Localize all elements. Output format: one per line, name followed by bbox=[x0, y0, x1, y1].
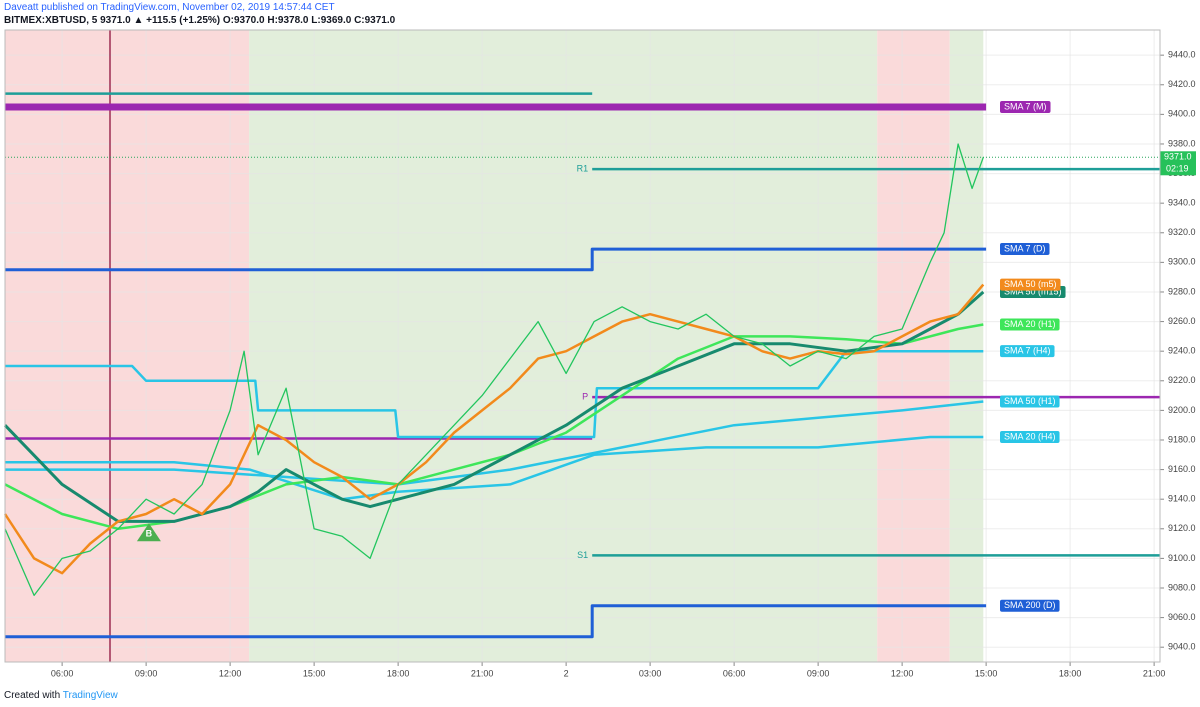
series-tag-text: SMA 7 (H4) bbox=[1004, 346, 1051, 356]
signal-marker bbox=[136, 523, 161, 542]
series-tag-box bbox=[1000, 318, 1060, 331]
y-tick-label: 9120.0 bbox=[1168, 523, 1196, 533]
y-tick-label: 9280.0 bbox=[1168, 286, 1196, 296]
x-tick-label: 03:00 bbox=[639, 668, 662, 678]
x-tick-label: 12:00 bbox=[891, 668, 914, 678]
footer-brand: TradingView bbox=[62, 690, 118, 701]
footer-prefix: Created with bbox=[4, 690, 61, 701]
session-zone bbox=[249, 30, 878, 662]
y-tick-label: 9200.0 bbox=[1168, 405, 1196, 415]
series-tag-box bbox=[1000, 278, 1061, 291]
x-tick-label: 2 bbox=[564, 668, 569, 678]
x-tick-label: 09:00 bbox=[807, 668, 830, 678]
signal-marker-text: B bbox=[146, 529, 153, 539]
series-line bbox=[3, 283, 985, 575]
x-tick-label: 18:00 bbox=[1059, 668, 1082, 678]
x-tick-label: 06:00 bbox=[51, 668, 74, 678]
series-tag: SMA 50 (m5) bbox=[1000, 278, 1061, 291]
symbol-line: BITMEX:XBTUSD, 5 9371.0 ▲ +115.5 (+1.25%… bbox=[4, 15, 396, 26]
series-tag-box bbox=[1000, 599, 1060, 612]
series-tag-box bbox=[1000, 100, 1051, 113]
series-tag-text: SMA 200 (D) bbox=[1004, 600, 1056, 610]
series-tag: SMA 7 (M) bbox=[1000, 100, 1051, 113]
y-tick-label: 9260.0 bbox=[1168, 316, 1196, 326]
x-tick-label: 18:00 bbox=[387, 668, 410, 678]
y-tick-label: 9440.0 bbox=[1168, 50, 1196, 60]
series-tag: SMA 50 (H1) bbox=[1000, 395, 1060, 408]
series-line bbox=[5, 400, 984, 486]
y-tick-label: 9140.0 bbox=[1168, 494, 1196, 504]
x-tick-label: 06:00 bbox=[723, 668, 746, 678]
y-tick-label: 9160.0 bbox=[1168, 464, 1196, 474]
series-tag-box bbox=[1000, 243, 1050, 256]
y-tick-label: 9400.0 bbox=[1168, 109, 1196, 119]
x-tick-label: 09:00 bbox=[135, 668, 158, 678]
x-tick-label: 21:00 bbox=[1143, 668, 1166, 678]
series-tag-text: SMA 20 (H1) bbox=[1004, 319, 1056, 329]
y-tick-label: 9300.0 bbox=[1168, 257, 1196, 267]
series-tag-text: SMA 50 (H1) bbox=[1004, 396, 1056, 406]
y-tick-label: 9100.0 bbox=[1168, 553, 1196, 563]
series-tag-box bbox=[1000, 345, 1055, 358]
y-tick-label: 9220.0 bbox=[1168, 375, 1196, 385]
y-tick-label: 9080.0 bbox=[1168, 582, 1196, 592]
footer: Created with TradingView bbox=[4, 690, 118, 701]
series-tag-text: SMA 7 (M) bbox=[1004, 101, 1047, 111]
series-line bbox=[5, 435, 984, 501]
y-tick-label: 9060.0 bbox=[1168, 612, 1196, 622]
series-tag: SMA 20 (H1) bbox=[1000, 318, 1060, 331]
level-label: R1 bbox=[577, 164, 589, 174]
plot-frame bbox=[4, 29, 1161, 663]
series-tag-box bbox=[1000, 431, 1060, 444]
level-label: S1 bbox=[577, 550, 588, 560]
last-price-label: 9371.0 bbox=[1164, 152, 1192, 162]
session-zone bbox=[949, 30, 984, 662]
x-tick-label: 15:00 bbox=[975, 668, 998, 678]
series-line bbox=[5, 604, 987, 639]
series-tag-text: SMA 50 (m5) bbox=[1004, 279, 1057, 289]
y-tick-label: 9320.0 bbox=[1168, 227, 1196, 237]
series-tag: SMA 7 (D) bbox=[1000, 243, 1050, 256]
series-tag-box bbox=[1000, 395, 1060, 408]
x-tick-label: 21:00 bbox=[471, 668, 494, 678]
series-line bbox=[5, 349, 984, 439]
y-tick-label: 9180.0 bbox=[1168, 434, 1196, 444]
y-tick-label: 9340.0 bbox=[1168, 198, 1196, 208]
series-line bbox=[5, 247, 987, 272]
series-line bbox=[3, 290, 985, 523]
x-tick-label: 12:00 bbox=[219, 668, 242, 678]
y-tick-label: 9040.0 bbox=[1168, 642, 1196, 652]
series-tag: SMA 20 (H4) bbox=[1000, 431, 1060, 444]
y-tick-label: 9420.0 bbox=[1168, 79, 1196, 89]
x-tick-label: 15:00 bbox=[303, 668, 326, 678]
publisher-line: Daveatt published on TradingView.com, No… bbox=[4, 2, 335, 13]
series-tag: SMA 7 (H4) bbox=[1000, 345, 1055, 358]
y-tick-label: 9240.0 bbox=[1168, 346, 1196, 356]
countdown-label: 02:19 bbox=[1166, 164, 1189, 174]
series-tag-text: SMA 50 (m15) bbox=[1004, 286, 1062, 296]
series-line bbox=[4, 143, 984, 597]
series-tag-text: SMA 20 (H4) bbox=[1004, 431, 1056, 441]
session-zone bbox=[5, 30, 250, 662]
series-tag-text: SMA 7 (D) bbox=[1004, 243, 1046, 253]
series-tag: SMA 200 (D) bbox=[1000, 599, 1060, 612]
last-price-box bbox=[1160, 151, 1196, 176]
y-tick-label: 9380.0 bbox=[1168, 138, 1196, 148]
level-label: P bbox=[582, 391, 588, 401]
